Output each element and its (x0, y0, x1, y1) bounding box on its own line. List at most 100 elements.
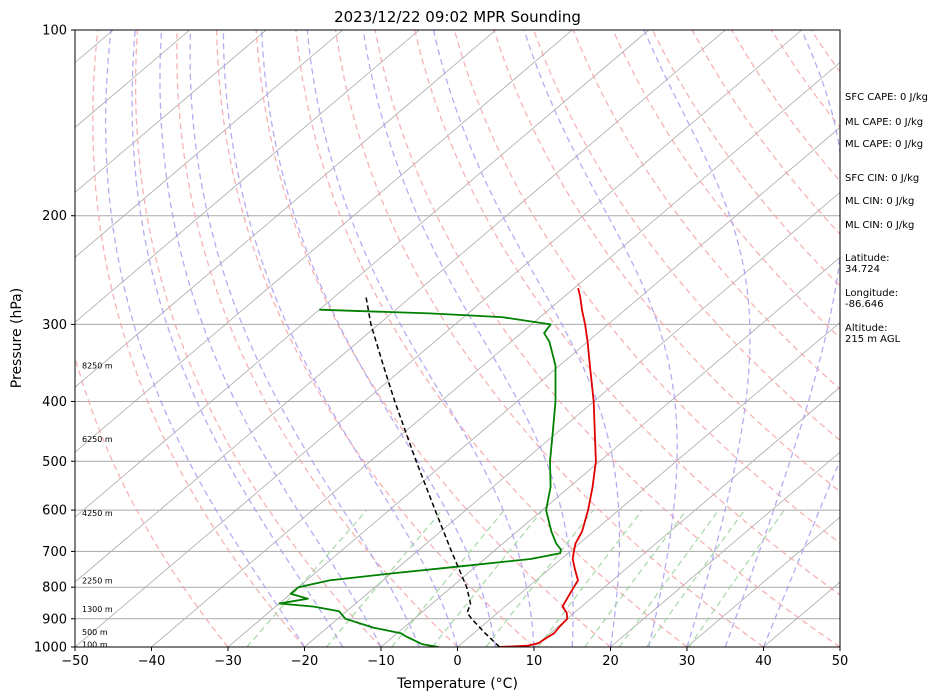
isotherm-line (75, 30, 497, 388)
x-tick-label: 10 (526, 654, 543, 669)
height-labels: 100 m 500 m 1300 m 2250 m 4250 m 6250 m 8250 m (82, 362, 113, 650)
isotherm-line (457, 321, 840, 647)
isotherm-line (75, 30, 191, 128)
x-tick-label: 30 (679, 654, 696, 669)
isotherm-line (686, 516, 840, 647)
isotherm-line (380, 256, 840, 647)
sfc-cin-text: SFC CIN: 0 J/kg (845, 173, 920, 184)
isotherm-line (304, 191, 840, 647)
height-label: 100 m (82, 640, 108, 649)
dry-adiabat-line (612, 30, 840, 339)
moist-adiabat-line (222, 30, 459, 647)
moist-adiabat-line (189, 30, 420, 647)
dry-adiabat-line (532, 30, 840, 442)
dry-adiabat-line (295, 30, 688, 647)
parcel-profile (365, 296, 501, 647)
dry-adiabat-line (651, 30, 840, 288)
moist-adiabat-line (724, 30, 840, 647)
y-tick-label: 100 (42, 24, 67, 39)
height-label: 1300 m (82, 605, 113, 614)
isotherm-line (75, 30, 650, 518)
mixing-ratio-line (431, 509, 544, 647)
moist-adiabat-line (260, 30, 497, 647)
moist-adiabat-line (104, 30, 306, 647)
x-tick-label: −50 (61, 654, 88, 669)
y-tick-label: 200 (42, 209, 67, 224)
mixing-ratio-line (537, 509, 643, 647)
moist-adiabat-line (762, 458, 840, 647)
x-tick-label: 40 (755, 654, 772, 669)
y-tick-label: 1000 (34, 641, 67, 656)
axis-ticks: −50 −40 −30 −20 −10 0 10 20 30 40 50 100 200 300 400 50… (34, 24, 848, 670)
x-tick-label: 50 (832, 654, 849, 669)
dry-adiabat-line (92, 30, 305, 647)
y-tick-label: 500 (42, 455, 67, 470)
y-tick-label: 600 (42, 504, 67, 519)
dry-adiabat-line (414, 30, 840, 596)
background-grid (75, 30, 840, 647)
y-tick-label: 400 (42, 395, 67, 410)
isotherm-line (151, 61, 840, 647)
y-tick-label: 900 (42, 612, 67, 627)
ml-cin-text: ML CIN: 0 J/kg (845, 196, 915, 207)
isotherm-line (227, 126, 840, 647)
dry-adiabat-line (334, 30, 764, 647)
ml-cape-text: ML CAPE: 0 J/kg (845, 117, 924, 128)
dry-adiabat-line (572, 30, 840, 390)
x-tick-label: 20 (602, 654, 619, 669)
altitude-text: Altitude: 215 m AGL (845, 323, 901, 345)
height-label: 500 m (82, 628, 108, 637)
dry-adiabat-line (493, 30, 840, 493)
isotherm-line (75, 30, 573, 453)
isotherm-line (75, 30, 803, 647)
x-axis-title: Temperature (°C) (396, 676, 518, 692)
mixing-ratio-line (325, 509, 443, 647)
chart-title: 2023/12/22 09:02 MPR Sounding (334, 8, 581, 26)
mixing-ratio-line (391, 509, 505, 647)
sfc-cape-text: SFC CAPE: 0 J/kg (845, 92, 928, 103)
dry-adiabat-line (453, 30, 840, 544)
x-tick-label: −40 (138, 654, 165, 669)
x-tick-label: −20 (291, 654, 318, 669)
height-label: 6250 m (82, 435, 113, 444)
moist-adiabat-line (306, 30, 535, 647)
temperature-profile (499, 287, 597, 647)
isotherm-line (75, 30, 420, 323)
isotherm-line (75, 30, 267, 193)
dry-adiabat-line (215, 30, 535, 647)
dry-adiabat-line (176, 30, 458, 647)
y-axis-title: Pressure (hPa) (9, 288, 25, 388)
height-label: 4250 m (82, 509, 113, 518)
mixing-ratio-line (646, 509, 746, 647)
plot-frame (74, 29, 841, 648)
dewpoint-profile (278, 308, 562, 647)
data-lines (278, 287, 597, 647)
isotherm-line (610, 451, 840, 647)
moist-adiabat-line (523, 30, 678, 647)
dry-adiabat-line (374, 30, 840, 647)
longitude-text: Longitude: -86.646 (845, 288, 899, 310)
y-tick-label: 300 (42, 318, 67, 333)
isotherm-line (533, 386, 840, 647)
dry-adiabat-line (134, 30, 382, 647)
ml-cape-text-2: ML CAPE: 0 J/kg (845, 139, 924, 150)
x-tick-label: −30 (214, 654, 241, 669)
y-tick-label: 800 (42, 581, 67, 596)
mixing-ratio-line (584, 509, 687, 647)
isotherm-line (75, 30, 726, 583)
latitude-text: Latitude: 34.724 (845, 253, 890, 275)
moist-adiabat-line (159, 30, 382, 647)
mixing-ratio-line (485, 509, 594, 647)
isotherm-line (75, 30, 344, 258)
x-tick-label: −10 (367, 654, 394, 669)
y-tick-label: 700 (42, 545, 67, 560)
mixing-ratio-line (618, 509, 720, 647)
mixing-ratio-line (246, 509, 368, 647)
dry-adiabat-line (75, 355, 229, 647)
moist-adiabat-line (362, 30, 574, 647)
ml-cin-text-2: ML CIN: 0 J/kg (845, 220, 915, 231)
moist-adiabat-line (643, 30, 751, 647)
mixing-ratio-line (688, 509, 785, 647)
height-label: 8250 m (82, 362, 113, 371)
